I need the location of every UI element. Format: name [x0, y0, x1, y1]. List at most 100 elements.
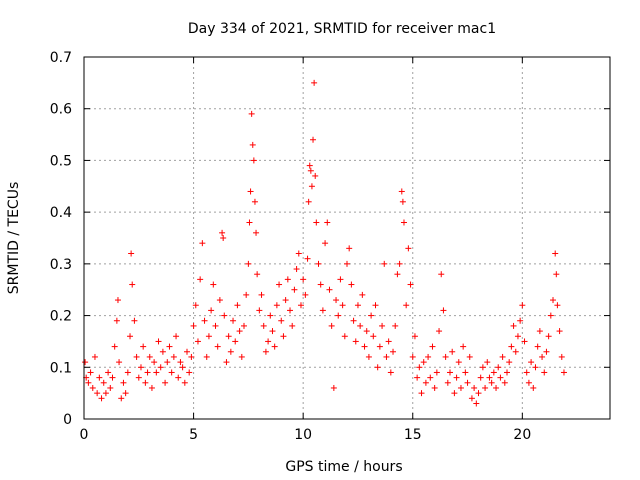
- data-point: [284, 276, 291, 283]
- data-point: [116, 359, 123, 366]
- data-point: [475, 390, 482, 397]
- data-point: [221, 312, 228, 319]
- data-point: [249, 141, 256, 148]
- data-point: [532, 364, 539, 371]
- y-tick-label: 0.1: [50, 360, 72, 376]
- data-point: [243, 291, 250, 298]
- data-point: [164, 359, 171, 366]
- data-point: [269, 328, 276, 335]
- data-point: [499, 353, 506, 360]
- data-point: [436, 328, 443, 335]
- data-point: [407, 281, 414, 288]
- data-point: [486, 374, 493, 381]
- data-point: [558, 353, 565, 360]
- data-point: [276, 281, 283, 288]
- data-point: [307, 167, 314, 174]
- data-point: [254, 271, 261, 278]
- data-point: [385, 338, 392, 345]
- data-point: [352, 338, 359, 345]
- data-point: [234, 302, 241, 309]
- data-point: [91, 353, 98, 360]
- data-point: [523, 369, 530, 376]
- data-point: [151, 359, 158, 366]
- data-point: [111, 343, 118, 350]
- data-point: [444, 379, 451, 386]
- data-point: [205, 333, 212, 340]
- data-point: [128, 250, 135, 257]
- data-point: [157, 364, 164, 371]
- data-point: [188, 353, 195, 360]
- data-point: [278, 317, 285, 324]
- data-point: [493, 384, 500, 391]
- data-point: [330, 384, 337, 391]
- data-point: [256, 307, 263, 314]
- data-point: [525, 379, 532, 386]
- data-point: [166, 343, 173, 350]
- data-point: [344, 260, 350, 267]
- data-point: [429, 343, 436, 350]
- data-point: [554, 302, 561, 309]
- data-point: [514, 333, 521, 340]
- data-point: [122, 390, 129, 397]
- data-point: [521, 338, 528, 345]
- data-point: [246, 219, 253, 226]
- data-point: [368, 312, 375, 319]
- data-point: [227, 348, 234, 355]
- data-point: [328, 322, 335, 329]
- data-point: [399, 198, 406, 205]
- data-point: [293, 266, 300, 273]
- data-point: [440, 307, 447, 314]
- data-point: [350, 317, 357, 324]
- data-point: [482, 384, 489, 391]
- data-point: [85, 379, 92, 386]
- data-point: [118, 395, 125, 402]
- data-point: [305, 198, 312, 205]
- data-point: [400, 219, 407, 226]
- data-point: [550, 297, 557, 304]
- data-point: [251, 198, 258, 205]
- data-point: [490, 369, 497, 376]
- data-point: [304, 255, 311, 262]
- data-point: [543, 348, 550, 355]
- data-point: [214, 343, 221, 350]
- data-point: [181, 379, 188, 386]
- data-point: [462, 369, 469, 376]
- data-point: [403, 302, 410, 309]
- data-point: [484, 359, 491, 366]
- data-point: [447, 369, 454, 376]
- data-point: [124, 369, 131, 376]
- data-point: [451, 390, 458, 397]
- data-point: [361, 343, 368, 350]
- data-point: [300, 276, 307, 283]
- data-point: [390, 348, 397, 355]
- y-tick-label: 0: [63, 412, 72, 428]
- y-tick-label: 0.6: [50, 102, 72, 118]
- data-point: [312, 172, 319, 179]
- data-point: [517, 317, 524, 324]
- data-point: [545, 333, 552, 340]
- data-point: [144, 369, 151, 376]
- data-point: [392, 322, 399, 329]
- data-point: [295, 250, 302, 257]
- data-point: [512, 348, 519, 355]
- data-point: [313, 219, 320, 226]
- data-point: [324, 219, 331, 226]
- data-point: [179, 364, 186, 371]
- data-point: [363, 328, 370, 335]
- data-point: [280, 333, 287, 340]
- data-point: [168, 369, 175, 376]
- y-tick-label: 0.5: [50, 153, 72, 169]
- y-tick-label: 0.4: [50, 205, 72, 221]
- data-point: [348, 281, 355, 288]
- data-point: [208, 307, 215, 314]
- data-point: [142, 379, 149, 386]
- data-point: [230, 317, 237, 324]
- data-point: [339, 302, 346, 309]
- data-point: [319, 307, 326, 314]
- data-point: [326, 286, 333, 293]
- data-point: [381, 260, 388, 267]
- data-point: [232, 338, 239, 345]
- data-point: [374, 364, 381, 371]
- data-point: [455, 359, 462, 366]
- data-point: [262, 348, 269, 355]
